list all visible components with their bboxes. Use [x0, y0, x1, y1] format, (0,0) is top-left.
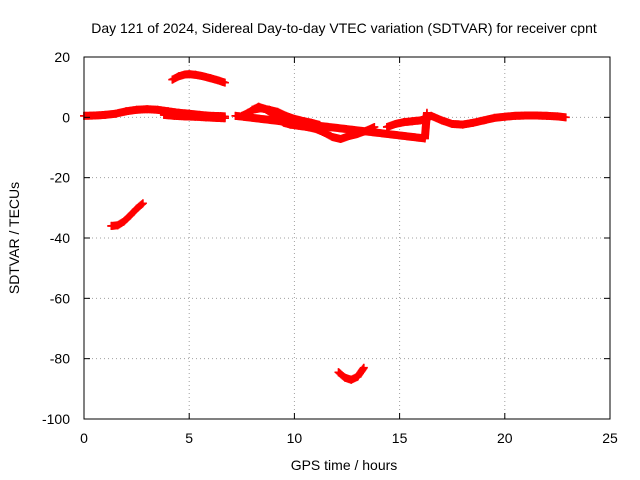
data-point [256, 104, 265, 113]
data-point [202, 113, 211, 122]
x-axis-label: GPS time / hours [291, 457, 398, 473]
data-point [180, 112, 189, 121]
data-point [561, 113, 570, 122]
data-point [220, 78, 229, 87]
data-point [126, 211, 135, 220]
data-point [191, 70, 200, 79]
data-point [214, 76, 223, 85]
data-point [265, 105, 274, 114]
data-point [511, 111, 520, 120]
data-point [132, 105, 141, 114]
data-point [347, 375, 356, 384]
y-tick-labels: 20 0 -20 -40 -60 -80 -100 [42, 49, 70, 427]
data-point [220, 114, 229, 123]
y-tick-label: -20 [50, 170, 70, 186]
data-point [197, 72, 206, 81]
y-tick-label: -80 [50, 351, 70, 367]
y-tick-label: -60 [50, 290, 70, 306]
x-tick-labels: 0 5 10 15 20 25 [80, 430, 618, 446]
x-tick-label: 15 [392, 430, 408, 446]
data-point [191, 112, 200, 121]
data-point [408, 117, 417, 126]
x-tick-label: 0 [80, 430, 88, 446]
series-late-track [382, 111, 570, 131]
data-point [391, 119, 400, 128]
x-tick-label: 5 [185, 430, 193, 446]
series-outliers [231, 108, 431, 143]
data-point [174, 72, 183, 81]
series-deep-arc [334, 363, 368, 384]
data-point [153, 105, 162, 114]
data-point [111, 109, 120, 118]
data-point [458, 120, 467, 129]
data-point [490, 113, 499, 122]
data-point [521, 111, 530, 120]
y-axis-label: SDTVAR / TECUs [6, 182, 22, 294]
x-tick-label: 25 [602, 430, 618, 446]
series-lower-band [159, 110, 229, 123]
data-point [420, 134, 429, 143]
data-point [479, 116, 488, 125]
data-point [399, 118, 408, 127]
data-point [382, 122, 391, 131]
data-point [273, 107, 282, 116]
axis-ticks [83, 56, 611, 420]
data-point [336, 135, 345, 144]
data-point [132, 204, 141, 213]
data-point [212, 113, 221, 122]
data-point [138, 199, 147, 208]
data-point [334, 368, 343, 377]
data-point [353, 372, 362, 381]
data-point [113, 221, 122, 230]
data-point [119, 217, 128, 226]
data-point [422, 108, 431, 117]
data-point [231, 111, 240, 120]
x-tick-label: 20 [497, 430, 513, 446]
x-tick-label: 10 [287, 430, 303, 446]
data-points [80, 70, 570, 384]
data-point [542, 111, 551, 120]
data-point [500, 112, 509, 121]
data-point [168, 75, 177, 84]
data-point [532, 111, 541, 120]
data-point [437, 116, 446, 125]
data-point [159, 110, 168, 119]
y-tick-label: 20 [54, 49, 70, 65]
data-point [448, 119, 457, 128]
series-arc-low [107, 199, 147, 230]
data-point [90, 111, 99, 120]
data-point [122, 107, 131, 116]
series-arc-high [168, 70, 229, 87]
y-tick-label: -100 [42, 411, 70, 427]
data-point [143, 105, 152, 114]
data-point [340, 373, 349, 382]
y-tick-label: 0 [62, 109, 70, 125]
data-point [170, 111, 179, 120]
y-tick-label: -40 [50, 230, 70, 246]
data-point [328, 132, 337, 141]
data-point [469, 118, 478, 127]
data-point [248, 105, 257, 114]
chart-title: Day 121 of 2024, Sidereal Day-to-day VTE… [91, 20, 597, 36]
data-point [101, 110, 110, 119]
data-point [206, 74, 215, 83]
data-point [553, 112, 562, 121]
data-point [359, 363, 368, 372]
